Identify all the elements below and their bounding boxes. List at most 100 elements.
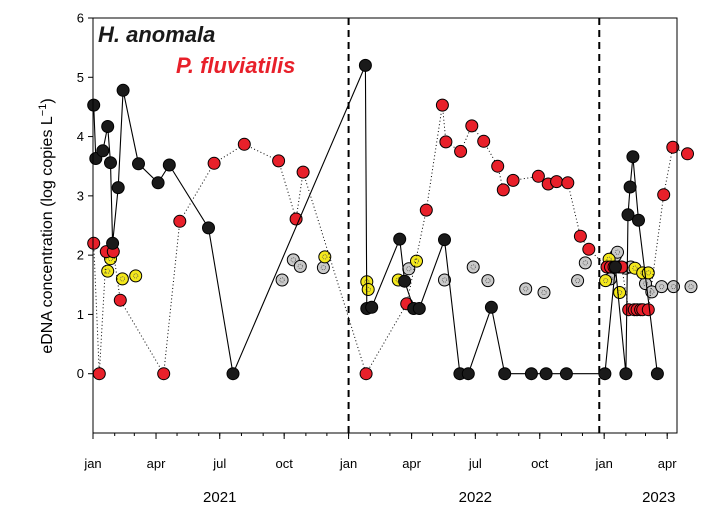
data-point-texture-2-0 <box>279 277 285 283</box>
data-point-1-28 <box>582 242 596 256</box>
data-point-0-32 <box>623 180 637 194</box>
data-point-0-35 <box>650 367 664 381</box>
y-axis-title-text: eDNA concentration (log copies L <box>39 116 56 354</box>
data-point-0-13 <box>358 58 372 72</box>
data-point-0-15 <box>365 300 379 314</box>
y-axis-title-close: ) <box>39 98 56 103</box>
y-tick-label-3: 3 <box>77 188 84 203</box>
data-point-1-16 <box>439 135 453 149</box>
data-point-texture-2-6 <box>470 264 476 270</box>
data-point-1-21 <box>496 183 510 197</box>
data-point-texture-2-5 <box>441 277 448 283</box>
data-point-texture-2-2 <box>297 263 303 269</box>
data-point-texture-2-18 <box>649 289 655 295</box>
data-point-2-21 <box>684 280 698 294</box>
data-point-0-22 <box>461 367 475 381</box>
data-point-0-24 <box>498 367 512 381</box>
data-point-1-39 <box>641 303 655 317</box>
data-point-texture-3-3 <box>133 273 139 279</box>
data-point-0-5 <box>106 236 120 250</box>
data-point-0-4 <box>104 156 117 170</box>
data-point-0-31 <box>621 208 635 222</box>
data-point-1-15 <box>435 98 449 112</box>
y-tick-label-6: 6 <box>77 11 84 26</box>
data-point-1-8 <box>237 137 251 151</box>
data-point-0-17 <box>398 274 412 288</box>
data-point-2-9 <box>537 286 551 299</box>
legend-label-p-fluviatilis: P. fluviatilis <box>176 53 295 78</box>
data-point-0-2 <box>96 144 110 158</box>
data-point-1-12 <box>359 367 373 381</box>
data-point-0-12 <box>226 367 240 381</box>
y-tick-label-5: 5 <box>77 70 84 85</box>
year-label-2023: 2023 <box>642 489 675 506</box>
data-point-0-29 <box>608 260 622 274</box>
data-point-2-8 <box>519 282 533 296</box>
x-tick-label-4: jan <box>339 456 357 471</box>
data-point-0-28 <box>598 367 612 381</box>
data-point-0-26 <box>539 367 553 381</box>
data-point-0-7 <box>116 83 130 97</box>
data-point-0-33 <box>626 150 640 164</box>
data-point-3-4 <box>318 250 332 264</box>
data-point-0-27 <box>559 367 573 381</box>
data-point-3-6 <box>361 283 375 296</box>
x-tick-label-1: apr <box>147 456 166 471</box>
data-point-1-6 <box>173 214 187 228</box>
data-point-1-26 <box>561 176 575 190</box>
data-point-texture-2-9 <box>541 289 547 296</box>
data-point-2-10 <box>571 274 585 288</box>
x-tick-label-6: jul <box>468 456 482 471</box>
data-point-2-20 <box>667 280 680 294</box>
data-point-1-42 <box>681 147 694 161</box>
data-point-0-20 <box>438 233 451 247</box>
data-point-0-23 <box>484 300 498 314</box>
year-label-2022: 2022 <box>459 489 492 506</box>
data-point-texture-3-0 <box>105 268 111 274</box>
year-label-2021: 2021 <box>203 489 236 506</box>
data-point-texture-3-2 <box>119 276 126 282</box>
data-point-texture-2-11 <box>582 260 588 266</box>
data-point-1-23 <box>531 169 545 183</box>
data-point-1-1 <box>92 367 106 381</box>
data-point-3-0 <box>101 264 115 278</box>
data-point-texture-2-7 <box>485 277 491 284</box>
data-point-1-18 <box>465 119 479 133</box>
data-point-3-8 <box>410 254 423 268</box>
data-point-1-40 <box>657 188 671 202</box>
data-point-0-8 <box>132 157 145 171</box>
data-point-texture-2-4 <box>406 266 412 272</box>
data-point-texture-2-19 <box>658 283 665 290</box>
data-point-texture-3-14 <box>645 270 651 276</box>
data-point-3-3 <box>129 269 143 283</box>
data-point-texture-2-8 <box>523 286 529 292</box>
x-tick-label-9: apr <box>658 456 677 471</box>
data-point-1-19 <box>477 134 491 148</box>
plot-frame <box>92 17 678 434</box>
data-point-texture-2-20 <box>670 283 677 290</box>
data-point-2-18 <box>645 285 659 299</box>
data-point-1-22 <box>506 173 520 187</box>
x-axis: jan apr jul oct jan apr jul oct jan apr 2021 2022 20… <box>83 433 677 506</box>
data-point-0-16 <box>393 232 407 246</box>
data-point-texture-2-21 <box>688 283 694 290</box>
y-tick-label-1: 1 <box>77 307 84 322</box>
y-axis-title: eDNA concentration (log copies L−1) <box>37 98 56 353</box>
data-point-2-7 <box>481 274 495 288</box>
data-point-3-11 <box>613 286 627 299</box>
data-point-texture-2-14 <box>614 249 621 255</box>
legend-label-h-anomala: H. anomala <box>98 22 215 47</box>
y-axis: 0 1 2 3 4 5 6 <box>77 11 93 381</box>
data-point-0-34 <box>632 213 645 227</box>
x-tick-label-3: oct <box>275 456 293 471</box>
data-point-texture-3-6 <box>365 286 371 293</box>
data-point-1-25 <box>550 175 564 189</box>
data-point-0-0 <box>87 98 101 112</box>
data-point-texture-3-9 <box>602 277 609 284</box>
x-tick-label-7: oct <box>531 456 549 471</box>
data-point-texture-3-10 <box>606 256 612 262</box>
data-point-0-11 <box>202 221 215 235</box>
data-point-2-6 <box>466 260 480 274</box>
data-point-1-10 <box>289 212 303 226</box>
data-point-1-4 <box>113 293 127 307</box>
